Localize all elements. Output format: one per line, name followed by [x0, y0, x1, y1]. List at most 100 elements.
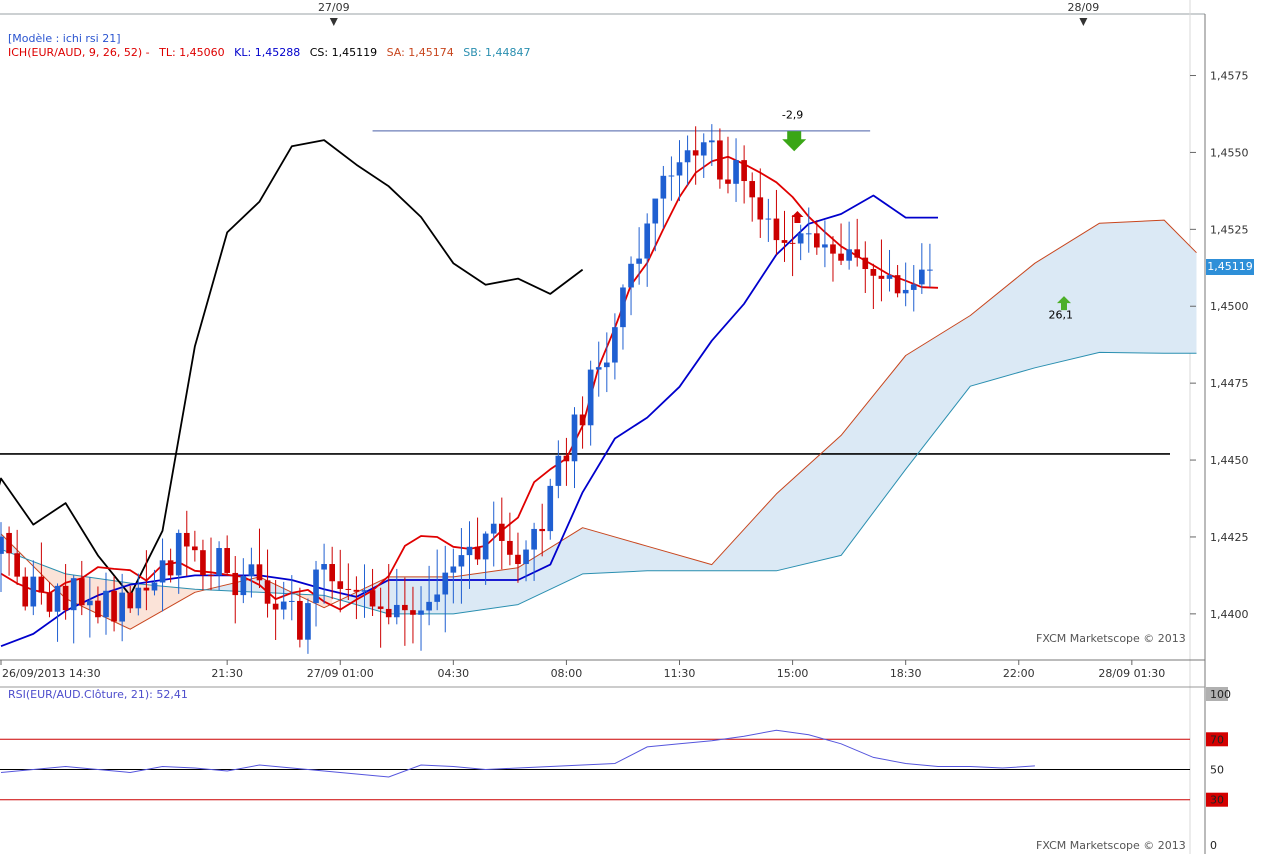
- candle-body-68: [547, 485, 554, 532]
- candle-body-72: [579, 414, 586, 426]
- rsi-level-badge-100: [1206, 687, 1228, 701]
- candle-body-83: [668, 175, 675, 177]
- candle-body-24: [192, 546, 198, 551]
- candle-body-89: [717, 140, 723, 180]
- candle-body-3: [22, 576, 29, 607]
- candle-body-110: [886, 275, 893, 279]
- rsi-level-badge-0: [1206, 838, 1228, 852]
- candle-body-76: [612, 327, 618, 363]
- candle-body-33: [264, 580, 271, 604]
- candle-body-19: [151, 582, 158, 591]
- candle-body-92: [741, 160, 747, 182]
- candle-body-14: [111, 590, 117, 622]
- candle-body-43: [345, 588, 352, 590]
- candle-body-45: [361, 590, 368, 592]
- candle-body-1: [6, 532, 12, 554]
- cs-value: CS: 1,45119: [309, 46, 378, 59]
- candle-body-28: [224, 548, 230, 573]
- signal-arrow-sell-0: [782, 131, 807, 152]
- rsi-level-label-0: 0: [1210, 839, 1217, 852]
- candle-body-98: [789, 242, 796, 244]
- candle-body-40: [321, 564, 327, 570]
- candle-body-79: [636, 258, 642, 264]
- sa-value: SA: 1,45174: [386, 46, 454, 59]
- x-tick-label-7: 18:30: [890, 667, 922, 680]
- candle-body-104: [838, 253, 844, 261]
- candle-body-39: [313, 569, 319, 604]
- candle-body-46: [369, 590, 376, 607]
- candle-body-56: [450, 566, 457, 573]
- x-tick-label-2: 27/09 01:00: [307, 667, 374, 680]
- candle-body-32: [256, 564, 263, 581]
- ichimoku-legend: ICH(EUR/AUD, 9, 26, 52) - TL: 1,45060 KL…: [8, 46, 531, 60]
- candle-body-29: [232, 572, 239, 596]
- candle-body-70: [563, 455, 570, 462]
- candle-body-96: [773, 218, 780, 241]
- candle-body-71: [571, 414, 578, 462]
- candle-body-12: [95, 600, 101, 618]
- candle-body-60: [482, 533, 489, 560]
- candle-body-49: [393, 604, 400, 618]
- rsi-level-label-100: 100: [1210, 688, 1231, 701]
- candle-body-54: [434, 594, 441, 602]
- candle-body-81: [652, 198, 659, 224]
- y-tick-label-4: 1,4475: [1210, 377, 1249, 390]
- candle-body-47: [377, 606, 384, 609]
- watermark-rsi: FXCM Marketscope © 2013: [1036, 839, 1186, 852]
- x-tick-label-6: 15:00: [777, 667, 809, 680]
- candle-body-5: [38, 576, 45, 593]
- candle-body-84: [676, 162, 683, 176]
- signal-arrow-buy-2: [1056, 296, 1071, 311]
- candle-body-105: [846, 249, 852, 261]
- candle-body-58: [466, 546, 473, 556]
- top-date-label-0: 27/09: [318, 1, 350, 14]
- annotation-label-1: 26,1: [1049, 309, 1074, 322]
- x-tick-label-1: 21:30: [211, 667, 243, 680]
- y-tick-label-7: 1,4400: [1210, 608, 1249, 621]
- candle-body-17: [135, 587, 142, 609]
- candle-body-55: [442, 572, 449, 595]
- candle-body-30: [240, 576, 247, 596]
- candle-body-95: [765, 218, 772, 220]
- candle-body-67: [539, 528, 546, 532]
- candle-body-0: [0, 536, 4, 554]
- candle-body-48: [385, 608, 392, 618]
- candle-body-26: [208, 575, 214, 577]
- sb-line: [0, 351, 1197, 615]
- candle-body-35: [280, 601, 287, 610]
- candle-body-82: [660, 175, 667, 199]
- candle-body-53: [426, 601, 432, 611]
- candle-body-23: [183, 532, 190, 547]
- rsi-pane: 100 70 50 30 0: [0, 687, 1231, 852]
- x-tick-label-0: 26/09/2013 14:30: [2, 667, 101, 680]
- candle-body-13: [103, 590, 109, 618]
- candle-body-6: [46, 592, 53, 612]
- y-tick-label-1: 1,4550: [1210, 146, 1249, 159]
- candle-body-80: [644, 223, 651, 259]
- candle-body-115: [927, 269, 933, 271]
- candle-body-61: [490, 523, 497, 534]
- candle-body-7: [54, 585, 61, 612]
- candle-body-102: [822, 244, 828, 248]
- model-label: [Modèle : ichi rsi 21]: [8, 32, 121, 45]
- candle-body-111: [894, 275, 901, 294]
- candle-body-109: [878, 275, 885, 279]
- candle-body-99: [797, 233, 804, 244]
- x-tick-label-4: 08:00: [551, 667, 583, 680]
- x-tick-label-5: 11:30: [664, 667, 696, 680]
- candle-body-94: [757, 197, 764, 220]
- candle-body-93: [749, 181, 756, 198]
- candle-body-50: [402, 604, 408, 611]
- rsi-level-badge-30: [1206, 792, 1228, 807]
- candle-body-66: [531, 528, 537, 550]
- candle-body-91: [733, 160, 739, 184]
- candle-body-103: [830, 244, 836, 254]
- watermark-main: FXCM Marketscope © 2013: [1036, 632, 1186, 645]
- candle-body-31: [248, 564, 255, 577]
- candle-body-114: [919, 269, 925, 285]
- annotations: -2,9 26,1: [782, 109, 1073, 322]
- current-price-badge: 1,45119: [1206, 259, 1254, 275]
- candle-body-44: [353, 589, 360, 592]
